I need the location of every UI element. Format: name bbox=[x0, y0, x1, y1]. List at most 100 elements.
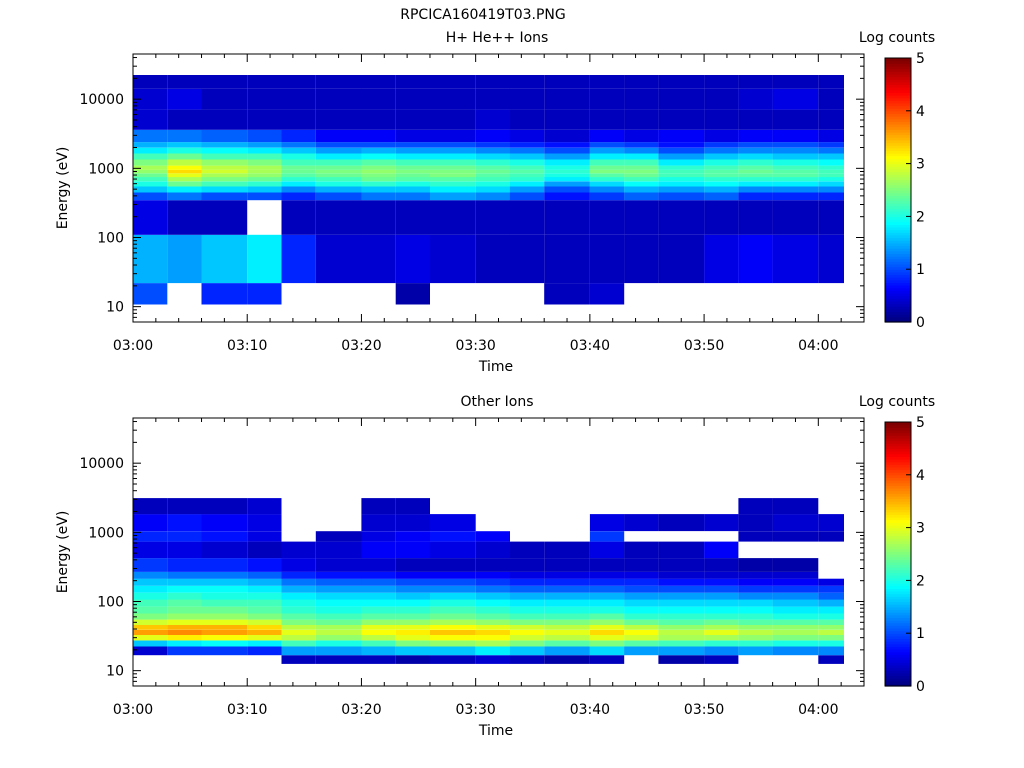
heatmap-cell bbox=[247, 234, 282, 284]
heatmap-cell bbox=[395, 153, 430, 160]
heatmap-cell bbox=[361, 75, 396, 89]
heatmap-cell bbox=[315, 159, 362, 166]
x-axis-label: Time bbox=[478, 723, 513, 739]
heatmap-cell bbox=[624, 571, 659, 579]
heatmap-cell bbox=[361, 571, 396, 579]
heatmap-cell bbox=[624, 177, 659, 182]
heatmap-cell bbox=[167, 234, 202, 284]
heatmap-cell bbox=[509, 177, 545, 182]
heatmap-cell bbox=[430, 585, 476, 593]
heatmap-cell bbox=[315, 624, 362, 630]
colorbar-segment bbox=[885, 535, 911, 539]
heatmap-cell bbox=[395, 234, 430, 284]
heatmap-cell bbox=[361, 585, 396, 593]
heatmap-cell bbox=[361, 640, 396, 647]
heatmap-cell bbox=[167, 177, 202, 182]
heatmap-cell bbox=[509, 655, 545, 664]
heatmap-cell bbox=[315, 634, 362, 641]
colorbar-segment bbox=[885, 308, 911, 313]
colorbar-segment bbox=[885, 190, 911, 194]
heatmap-cell bbox=[772, 169, 819, 174]
heatmap-cell bbox=[395, 514, 430, 532]
heatmap-cell bbox=[772, 613, 819, 620]
heatmap-cell bbox=[589, 531, 625, 542]
heatmap-cell bbox=[430, 186, 476, 193]
heatmap-cell bbox=[167, 578, 202, 586]
heatmap-cell bbox=[430, 640, 476, 647]
colorbar-segment bbox=[885, 588, 911, 592]
colorbar-segment bbox=[885, 672, 911, 677]
heatmap-cell bbox=[772, 129, 819, 143]
heatmap-cell bbox=[133, 514, 168, 532]
heatmap-cell bbox=[818, 234, 844, 284]
heatmap-cell bbox=[509, 192, 545, 201]
heatmap-cell bbox=[133, 109, 168, 130]
heatmap-cell bbox=[772, 640, 819, 647]
heatmap-cell bbox=[658, 177, 705, 182]
colorbar-segment bbox=[885, 97, 911, 101]
heatmap-cell bbox=[658, 88, 705, 110]
heatmap-cell bbox=[430, 181, 476, 187]
colorbar-segment bbox=[885, 641, 911, 645]
heatmap-cell bbox=[281, 186, 316, 193]
heatmap-cell bbox=[395, 192, 430, 201]
colorbar-segment bbox=[885, 219, 911, 223]
heatmap-cell bbox=[167, 165, 202, 170]
heatmap-cell bbox=[281, 541, 316, 559]
colorbar-segment bbox=[885, 163, 911, 167]
heatmap-cell bbox=[247, 169, 282, 174]
colorbar-label: Log counts bbox=[859, 394, 935, 410]
heatmap-cell bbox=[704, 109, 739, 130]
heatmap-cell bbox=[475, 192, 510, 201]
heatmap-cell bbox=[247, 283, 282, 305]
heatmap-cell bbox=[315, 153, 362, 160]
heatmap-cell bbox=[430, 646, 476, 656]
heatmap-cell bbox=[624, 169, 659, 174]
heatmap-cell bbox=[247, 558, 282, 572]
colorbar-segment bbox=[885, 300, 911, 305]
heatmap-cell bbox=[281, 192, 316, 201]
heatmap-cell bbox=[544, 75, 590, 89]
heatmap-cell bbox=[361, 606, 396, 614]
heatmap-cell bbox=[624, 109, 659, 130]
heatmap-cell bbox=[509, 75, 545, 89]
axis-ticks: 03:00 03:10 03:20 03:30 03:40 03:50 04:00 10 100… bbox=[79, 54, 865, 354]
heatmap-cell bbox=[315, 571, 362, 579]
heatmap-cell bbox=[361, 558, 396, 572]
colorbar-segment bbox=[885, 261, 911, 265]
heatmap-cell bbox=[395, 498, 430, 515]
colorbar-segment bbox=[885, 266, 911, 270]
heatmap-cell bbox=[544, 88, 590, 110]
heatmap-cell bbox=[430, 592, 476, 600]
heatmap-cell bbox=[658, 75, 705, 89]
heatmap-cell bbox=[133, 558, 168, 572]
heatmap-cell bbox=[247, 578, 282, 586]
heatmap-cell bbox=[281, 165, 316, 170]
heatmap-cell bbox=[133, 571, 168, 579]
heatmap-cell bbox=[818, 129, 844, 143]
colorbar-segment bbox=[885, 279, 911, 283]
heatmap-cell bbox=[589, 592, 625, 600]
colorbar-segment bbox=[885, 670, 911, 674]
colorbar-segment bbox=[885, 118, 911, 122]
heatmap-cell bbox=[772, 200, 819, 235]
heatmap-cell bbox=[589, 177, 625, 182]
colorbar-segment bbox=[885, 274, 911, 278]
colorbar-segment bbox=[885, 575, 911, 579]
heatmap-cell bbox=[430, 142, 476, 148]
heatmap-cell bbox=[738, 646, 773, 656]
heatmap-cell bbox=[315, 88, 362, 110]
colorbar-segment bbox=[885, 160, 911, 165]
heatmap-cell bbox=[772, 165, 819, 170]
heatmap-cell bbox=[201, 177, 248, 182]
heatmap-cell bbox=[281, 169, 316, 174]
heatmap-cell bbox=[281, 142, 316, 148]
colorbar-segment bbox=[885, 506, 911, 510]
heatmap-cell bbox=[658, 578, 705, 586]
heatmap-cell bbox=[818, 578, 844, 586]
heatmap-cell bbox=[818, 159, 844, 166]
colorbar-segment bbox=[885, 224, 911, 228]
heatmap-cell bbox=[133, 606, 168, 614]
colorbar-segment bbox=[885, 139, 911, 144]
heatmap-cell bbox=[475, 153, 510, 160]
